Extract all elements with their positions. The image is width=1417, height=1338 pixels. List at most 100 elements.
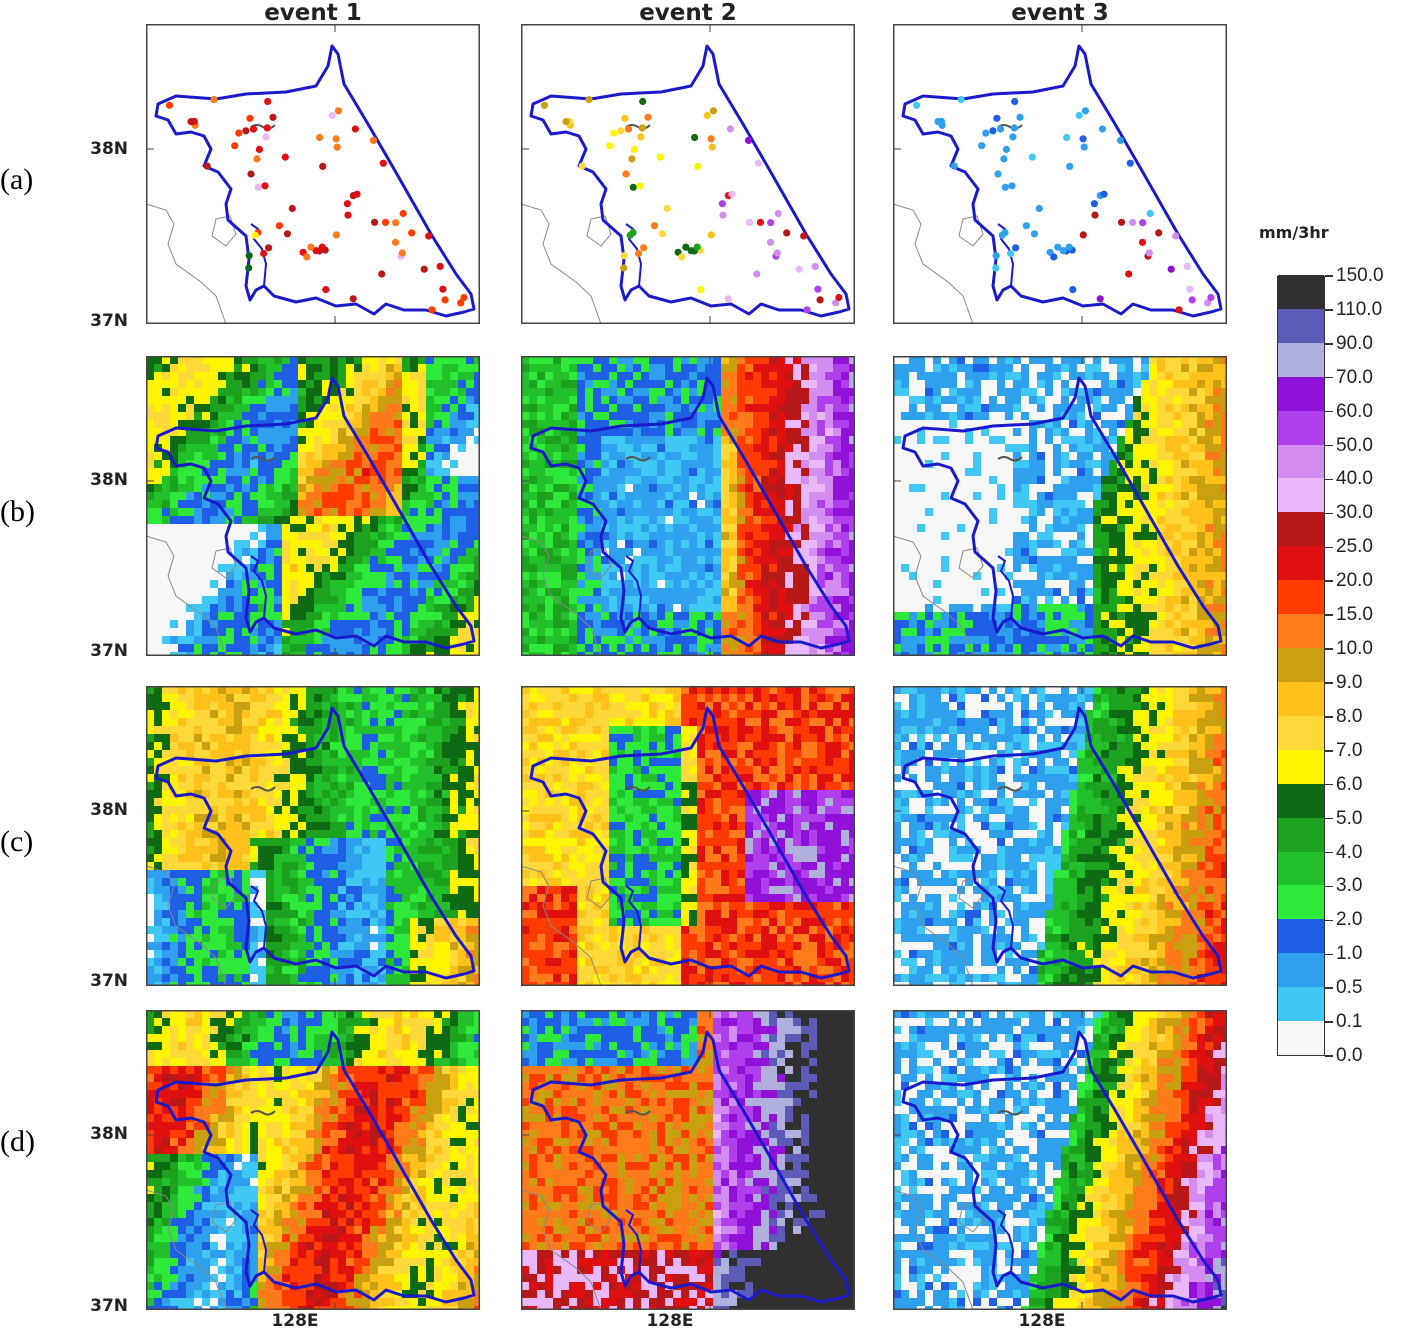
precip-cell [186, 412, 195, 421]
precip-cell [553, 500, 562, 509]
precip-cell [362, 396, 371, 405]
precip-cell [1213, 396, 1222, 405]
precip-cell [1197, 444, 1206, 453]
precip-cell [1117, 524, 1126, 533]
precip-cell [1133, 372, 1142, 381]
precip-cell [721, 412, 730, 421]
precip-cell [1165, 604, 1174, 613]
precip-cell [745, 396, 754, 405]
precip-cell [266, 508, 275, 517]
precip-cell [1117, 588, 1126, 597]
precip-cell [785, 468, 794, 477]
precip-cell [585, 596, 594, 605]
precip-cell [745, 572, 754, 581]
precip-cell [1077, 356, 1086, 365]
precip-cell [649, 540, 658, 549]
precip-cell [1205, 524, 1214, 533]
precip-cell [1133, 484, 1142, 493]
coastline [521, 203, 602, 324]
precip-cell [901, 564, 910, 573]
precip-cell [370, 644, 379, 653]
precip-cell [777, 636, 786, 645]
precip-cell [146, 516, 155, 525]
precip-cell [833, 492, 842, 501]
precip-cell [1205, 596, 1214, 605]
precip-cell [186, 636, 195, 645]
precip-cell [378, 620, 387, 629]
precip-cell [242, 412, 251, 421]
precip-cell [925, 476, 934, 485]
precip-cell [378, 380, 387, 389]
precip-cell [330, 452, 339, 461]
precip-cell [306, 396, 315, 405]
precip-cell [234, 396, 243, 405]
precip-cell [933, 612, 942, 621]
precip-cell [1005, 468, 1014, 477]
precip-cell [234, 476, 243, 485]
station-marker [644, 113, 652, 121]
precip-cell [346, 604, 355, 613]
precip-cell [258, 572, 267, 581]
precip-cell [186, 380, 195, 389]
precip-cell [801, 420, 810, 429]
precip-cell [1045, 484, 1054, 493]
precip-cell [545, 620, 554, 629]
precip-cell [218, 452, 227, 461]
precip-cell [1205, 484, 1214, 493]
precip-cell [689, 468, 698, 477]
precip-cell [242, 460, 251, 469]
precip-cell [346, 548, 355, 557]
precip-cell [917, 388, 926, 397]
precip-cell [394, 428, 403, 437]
precip-cell [1213, 460, 1222, 469]
precip-cell [761, 420, 770, 429]
precip-cell [833, 404, 842, 413]
precip-cell [817, 452, 826, 461]
precip-cell [194, 540, 203, 549]
precip-cell [649, 588, 658, 597]
precip-cell [146, 636, 155, 645]
precip-cell [194, 516, 203, 525]
precip-cell [1101, 612, 1110, 621]
precip-cell [1133, 452, 1142, 461]
precip-cell [721, 444, 730, 453]
precip-cell [641, 596, 650, 605]
precip-cell [785, 492, 794, 501]
precip-cell [194, 564, 203, 573]
precip-cell [474, 644, 480, 653]
precip-cell [306, 372, 315, 381]
precip-cell [1173, 572, 1182, 581]
precip-cell [258, 484, 267, 493]
precip-cell [793, 484, 802, 493]
precip-cell [474, 476, 480, 485]
precip-cell [466, 572, 475, 581]
precip-cell [146, 596, 155, 605]
precip-cell [537, 356, 546, 365]
precip-cell [849, 492, 855, 501]
precip-cell [418, 572, 427, 581]
precip-cell [250, 604, 259, 613]
precip-cell [434, 516, 443, 525]
precip-cell [1197, 460, 1206, 469]
precip-field [521, 356, 855, 656]
precip-cell [1053, 492, 1062, 501]
precip-cell [474, 572, 480, 581]
precip-cell [1077, 524, 1086, 533]
precip-cell [1013, 588, 1022, 597]
precip-cell [1117, 380, 1126, 389]
precip-cell [394, 460, 403, 469]
precip-cell [394, 356, 403, 365]
precip-cell [697, 444, 706, 453]
station-marker [281, 153, 289, 161]
station-marker [1155, 229, 1163, 237]
precip-cell [965, 628, 974, 637]
precip-cell [521, 500, 530, 509]
precip-cell [917, 524, 926, 533]
station-marker [709, 107, 717, 115]
precip-cell [1085, 604, 1094, 613]
precip-cell [314, 636, 323, 645]
precip-cell [458, 492, 467, 501]
precip-cell [1125, 500, 1134, 509]
precip-cell [1085, 388, 1094, 397]
precip-cell [909, 372, 918, 381]
